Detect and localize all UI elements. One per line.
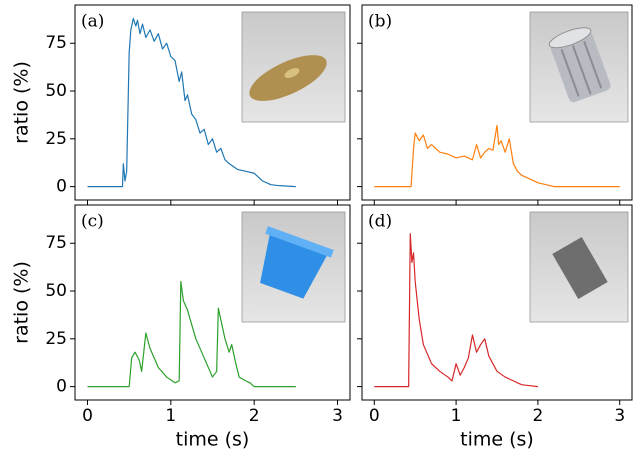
x-axis-label: time (s) [460, 429, 534, 451]
data-line [374, 125, 619, 186]
y-axis-label: ratio (%) [11, 261, 33, 344]
x-tick-label: 3 [332, 406, 343, 426]
inset-cymbal [242, 12, 345, 122]
panel-label: (a) [81, 12, 104, 32]
x-tick-label: 1 [451, 406, 462, 426]
panel-label: (d) [368, 212, 392, 232]
y-tick-label: 0 [56, 177, 67, 197]
insets [242, 12, 628, 322]
y-tick-label: 50 [45, 81, 67, 101]
x-tick-label: 3 [614, 406, 625, 426]
inset-plate [530, 212, 628, 322]
inset-basket [242, 212, 345, 322]
panel-label: (b) [368, 12, 392, 32]
figure: 0 25 50 75 0 25 50 75 0 1 2 3 0 1 2 3 [0, 0, 635, 455]
y-tick-label: 75 [45, 33, 67, 53]
x-tick-label: 2 [532, 406, 543, 426]
data-line [374, 234, 538, 387]
y-tick-label: 75 [45, 233, 67, 253]
x-tick-label: 0 [369, 406, 380, 426]
x-tick-label: 2 [249, 406, 260, 426]
x-axis-label: time (s) [176, 429, 250, 451]
y-tick-label: 25 [45, 329, 67, 349]
panel-label: (c) [81, 212, 104, 232]
y-tick-label: 50 [45, 281, 67, 301]
y-tick-label: 25 [45, 129, 67, 149]
inset-trash-can [530, 12, 628, 122]
y-tick-label: 0 [56, 377, 67, 397]
x-tick-label: 0 [82, 406, 93, 426]
x-tick-label: 1 [165, 406, 176, 426]
y-axis-label: ratio (%) [11, 61, 33, 144]
